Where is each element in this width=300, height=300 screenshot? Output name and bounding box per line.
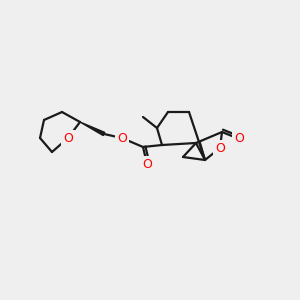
Text: O: O: [117, 131, 127, 145]
Text: O: O: [63, 131, 73, 145]
Polygon shape: [80, 122, 105, 136]
Text: O: O: [234, 131, 244, 145]
Text: O: O: [142, 158, 152, 170]
Text: O: O: [215, 142, 225, 154]
